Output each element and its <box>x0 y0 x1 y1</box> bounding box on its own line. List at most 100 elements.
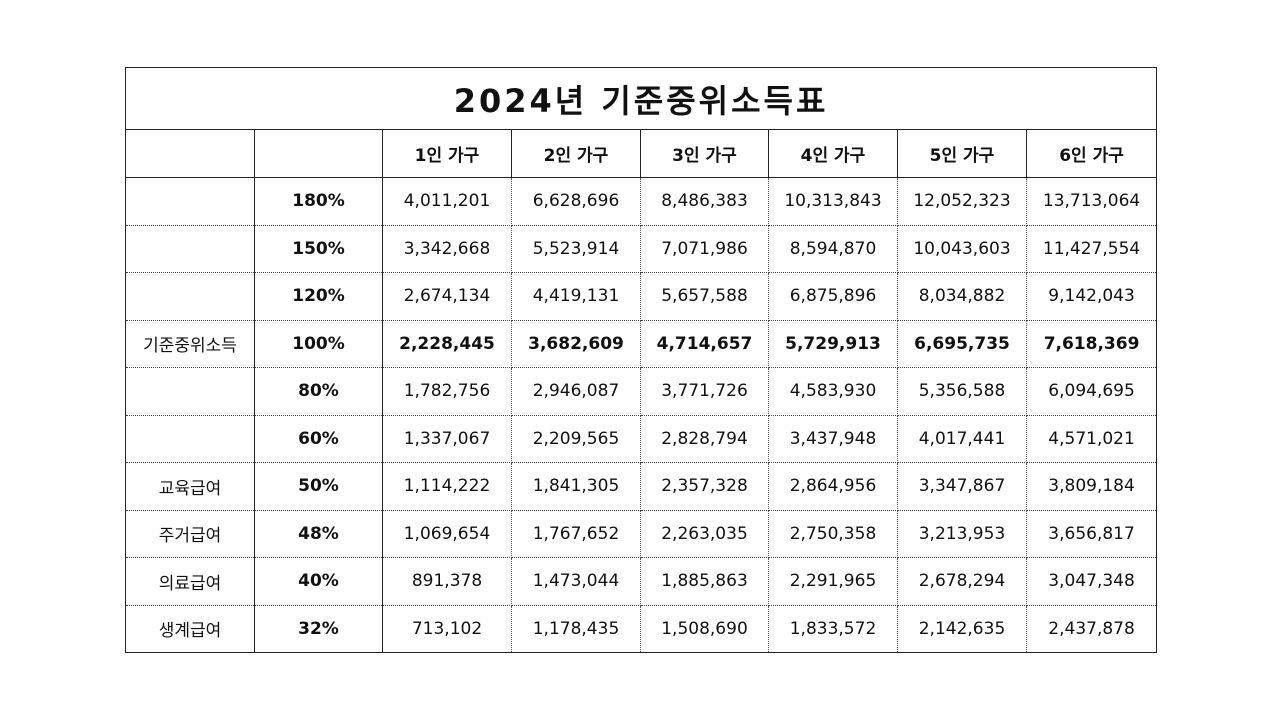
table-row: 주거급여 48% 1,069,654 1,767,652 2,263,035 2,750,… <box>125 509 1158 558</box>
income-value-cell: 3,809,184 <box>1025 462 1158 511</box>
income-value-cell: 3,342,668 <box>382 224 512 273</box>
row-percent: 60% <box>254 414 383 463</box>
income-value-cell: 5,356,588 <box>897 367 1027 416</box>
income-value-cell: 1,069,654 <box>382 509 512 558</box>
income-value-cell: 4,419,131 <box>511 272 641 321</box>
income-value-cell: 2,142,635 <box>897 604 1027 653</box>
table-row: 80% 1,782,756 2,946,087 3,771,726 4,583,930 5… <box>125 367 1158 416</box>
income-value-cell: 1,782,756 <box>382 367 512 416</box>
row-label <box>125 367 255 416</box>
row-percent: 40% <box>254 557 383 606</box>
header-pct-cell <box>254 129 383 178</box>
income-value-cell: 2,864,956 <box>768 462 898 511</box>
row-label <box>125 414 255 463</box>
income-value-cell: 7,071,986 <box>640 224 769 273</box>
income-value-cell: 5,657,588 <box>640 272 769 321</box>
row-percent: 50% <box>254 462 383 511</box>
table-row: 교육급여 50% 1,114,222 1,841,305 2,357,328 2,864,… <box>125 462 1158 511</box>
income-value-cell: 8,034,882 <box>897 272 1027 321</box>
income-value-cell: 2,828,794 <box>640 414 769 463</box>
income-value-cell: 2,291,965 <box>768 557 898 606</box>
header-row: 1인 가구 2인 가구 3인 가구 4인 가구 5인 가구 6인 가구 <box>125 129 1158 178</box>
income-value-cell: 3,437,948 <box>768 414 898 463</box>
income-value-cell: 2,946,087 <box>511 367 641 416</box>
income-value-cell: 1,841,305 <box>511 462 641 511</box>
row-label <box>125 272 255 321</box>
income-table-sheet: 2024년 기준중위소득표 1인 가구 2인 가구 3인 가구 4인 가구 5인… <box>124 67 1158 653</box>
row-percent: 48% <box>254 509 383 558</box>
row-label: 주거급여 <box>125 509 255 558</box>
table-title: 2024년 기준중위소득표 <box>124 67 1158 130</box>
income-value-cell: 2,357,328 <box>640 462 769 511</box>
income-value-cell: 1,767,652 <box>511 509 641 558</box>
income-value-cell: 1,473,044 <box>511 557 641 606</box>
income-value-cell: 1,833,572 <box>768 604 898 653</box>
income-value-cell: 8,594,870 <box>768 224 898 273</box>
title-row: 2024년 기준중위소득표 <box>124 67 1158 130</box>
table-row: 180% 4,011,201 6,628,696 8,486,383 10,313,84… <box>125 177 1158 226</box>
income-value-cell: 3,771,726 <box>640 367 769 416</box>
row-percent: 180% <box>254 177 383 226</box>
income-value-cell: 6,695,735 <box>897 319 1027 368</box>
income-value-cell: 2,263,035 <box>640 509 769 558</box>
row-percent: 150% <box>254 224 383 273</box>
table-row: 150% 3,342,668 5,523,914 7,071,986 8,594,870… <box>125 224 1158 273</box>
row-label <box>125 224 255 273</box>
median-income-table: 2024년 기준중위소득표 1인 가구 2인 가구 3인 가구 4인 가구 5인… <box>124 67 1158 653</box>
income-value-cell: 1,114,222 <box>382 462 512 511</box>
income-value-cell: 3,047,348 <box>1025 557 1158 606</box>
row-percent: 32% <box>254 604 383 653</box>
income-value-cell: 6,094,695 <box>1025 367 1158 416</box>
income-value-cell: 1,178,435 <box>511 604 641 653</box>
header-2-person: 2인 가구 <box>511 129 641 178</box>
income-value-cell: 11,427,554 <box>1025 224 1158 273</box>
header-label-cell <box>125 129 255 178</box>
income-value-cell: 891,378 <box>382 557 512 606</box>
header-6-person: 6인 가구 <box>1025 129 1158 178</box>
income-value-cell: 6,628,696 <box>511 177 641 226</box>
table-row: 120% 2,674,134 4,419,131 5,657,588 6,875,896… <box>125 272 1158 321</box>
income-value-cell: 10,043,603 <box>897 224 1027 273</box>
income-value-cell: 9,142,043 <box>1025 272 1158 321</box>
income-value-cell: 4,571,021 <box>1025 414 1158 463</box>
income-value-cell: 3,347,867 <box>897 462 1027 511</box>
row-label <box>125 177 255 226</box>
row-percent: 120% <box>254 272 383 321</box>
income-value-cell: 13,713,064 <box>1025 177 1158 226</box>
income-value-cell: 5,729,913 <box>768 319 898 368</box>
income-value-cell: 1,508,690 <box>640 604 769 653</box>
income-value-cell: 4,017,441 <box>897 414 1027 463</box>
row-percent: 80% <box>254 367 383 416</box>
income-value-cell: 3,656,817 <box>1025 509 1158 558</box>
income-value-cell: 2,228,445 <box>382 319 512 368</box>
row-label: 교육급여 <box>125 462 255 511</box>
row-label: 생계급여 <box>125 604 255 653</box>
income-value-cell: 12,052,323 <box>897 177 1027 226</box>
table-row: 60% 1,337,067 2,209,565 2,828,794 3,437,948 4… <box>125 414 1158 463</box>
income-value-cell: 4,714,657 <box>640 319 769 368</box>
income-value-cell: 4,011,201 <box>382 177 512 226</box>
table-body: 180% 4,011,201 6,628,696 8,486,383 10,313,84… <box>125 177 1158 653</box>
income-value-cell: 713,102 <box>382 604 512 653</box>
header-3-person: 3인 가구 <box>640 129 769 178</box>
income-value-cell: 2,750,358 <box>768 509 898 558</box>
header-1-person: 1인 가구 <box>382 129 512 178</box>
income-value-cell: 4,583,930 <box>768 367 898 416</box>
income-value-cell: 2,678,294 <box>897 557 1027 606</box>
income-value-cell: 5,523,914 <box>511 224 641 273</box>
row-percent: 100% <box>254 319 383 368</box>
income-value-cell: 8,486,383 <box>640 177 769 226</box>
table-row: 생계급여 32% 713,102 1,178,435 1,508,690 1,833,57… <box>125 604 1158 653</box>
income-value-cell: 1,885,863 <box>640 557 769 606</box>
income-value-cell: 3,682,609 <box>511 319 641 368</box>
header-5-person: 5인 가구 <box>897 129 1027 178</box>
income-value-cell: 6,875,896 <box>768 272 898 321</box>
income-value-cell: 2,437,878 <box>1025 604 1158 653</box>
income-value-cell: 1,337,067 <box>382 414 512 463</box>
income-value-cell: 3,213,953 <box>897 509 1027 558</box>
table-row: 기준중위소득 100% 2,228,445 3,682,609 4,714,657 5,7… <box>125 319 1158 368</box>
header-4-person: 4인 가구 <box>768 129 898 178</box>
table-row: 의료급여 40% 891,378 1,473,044 1,885,863 2,291,96… <box>125 557 1158 606</box>
row-label: 의료급여 <box>125 557 255 606</box>
row-label: 기준중위소득 <box>125 319 255 368</box>
